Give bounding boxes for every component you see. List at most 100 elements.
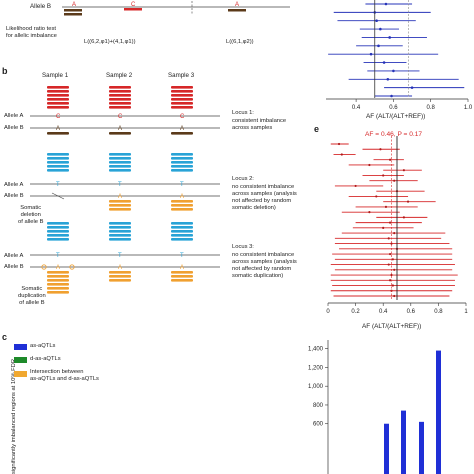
allele-letter-c: C — [131, 2, 136, 8]
y-tick-label: 1,400 — [308, 347, 324, 353]
read-orange — [171, 204, 193, 207]
bar — [384, 423, 389, 474]
y-tick-label: 800 — [313, 403, 324, 409]
allele-letter-a: A — [72, 2, 76, 8]
read-red — [109, 94, 131, 97]
panel-e-xlabel: AF (ALT/(ALT+REF)) — [362, 323, 422, 330]
allele-letter: A — [180, 265, 184, 271]
allele-letter: T — [56, 182, 60, 188]
read-blue — [47, 226, 69, 229]
allele-letter: A — [118, 194, 122, 200]
read-red — [47, 102, 69, 105]
legend-swatch-d-as-aqtl — [14, 357, 27, 363]
x-tick-label: 0.8 — [427, 105, 436, 111]
sample-header-2: Sample 2 — [106, 72, 133, 79]
legend-label-d-as-aqtl: d-as-aQTLs — [30, 356, 61, 362]
allele-a-label-1: Allele A — [4, 113, 24, 119]
read-brown — [228, 9, 246, 12]
locus-3-title: Locus 3: — [232, 244, 254, 250]
forest-point — [387, 237, 390, 240]
x-tick-label: 0.2 — [351, 309, 360, 315]
read-orange — [47, 291, 69, 294]
formula-left: L((6,2,φ1)+(4,1,φ1)) — [84, 39, 136, 45]
read-brown — [109, 132, 131, 135]
forest-point — [388, 36, 391, 39]
read-orange — [47, 271, 69, 274]
sample-header-3: Sample 3 — [168, 72, 195, 79]
read-orange — [109, 208, 131, 211]
allele-letter: A — [56, 126, 60, 132]
read-blue — [109, 169, 131, 172]
allele-letter: C — [56, 114, 61, 120]
read-orange — [171, 200, 193, 203]
read-red — [124, 8, 142, 11]
read-blue — [47, 153, 69, 156]
read-blue — [47, 157, 69, 160]
legend-label-intersection: Intersection between as-aQTLs and d-as-a… — [30, 369, 99, 382]
read-blue — [171, 238, 193, 241]
panel-letter-b: b — [2, 66, 8, 76]
bar — [401, 410, 406, 474]
y-tick-label: 600 — [313, 422, 324, 428]
allele-letter: T — [180, 253, 184, 259]
x-tick-label: 0.6 — [407, 309, 416, 315]
forest-point — [406, 200, 410, 203]
read-brown — [64, 9, 82, 12]
forest-point — [377, 44, 380, 48]
forest-point — [391, 284, 394, 287]
forest-point — [389, 279, 392, 282]
read-red — [109, 106, 131, 109]
read-blue — [171, 226, 193, 229]
read-red — [47, 94, 69, 97]
bar — [419, 421, 424, 474]
forest-point — [368, 163, 371, 167]
read-orange — [47, 287, 69, 290]
allele-a-label-3: Allele A — [4, 253, 24, 259]
lrt-label: Likelihood ratio test for allelic imbala… — [6, 26, 57, 39]
forest-point — [337, 142, 341, 146]
forest-point — [382, 226, 385, 229]
allele-letter: T — [118, 253, 122, 259]
legend-label-as-aqtl: as-aQTLs — [30, 343, 56, 349]
forest-point — [379, 148, 382, 151]
read-orange — [47, 283, 69, 286]
read-brown — [64, 13, 82, 16]
allele-letter: A — [118, 126, 122, 132]
forest-point — [354, 184, 357, 188]
allele-letter-a2: A — [235, 2, 239, 8]
read-red — [171, 90, 193, 93]
panel-a-graphic: A C A — [62, 1, 290, 16]
read-blue — [171, 161, 193, 164]
read-orange — [47, 279, 69, 282]
forest-point — [402, 216, 405, 219]
forest-point — [384, 205, 388, 208]
read-blue — [171, 230, 193, 233]
locus-2-title: Locus 2: — [232, 176, 254, 182]
forest-point — [389, 252, 392, 256]
read-red — [109, 90, 131, 93]
read-orange — [109, 200, 131, 203]
read-red — [47, 90, 69, 93]
read-blue — [109, 238, 131, 241]
x-tick-label: 1 — [464, 309, 468, 315]
forest-point — [389, 158, 392, 161]
y-tick-label: 1,000 — [308, 384, 324, 390]
deletion-mark — [51, 192, 65, 200]
x-tick-label: 0.4 — [352, 105, 361, 111]
bar-chart: 1,400 1,200 1,000 800 600 — [308, 340, 441, 474]
forest-point — [389, 221, 392, 224]
read-blue — [171, 234, 193, 237]
read-blue — [109, 234, 131, 237]
read-orange — [109, 271, 131, 274]
read-blue — [47, 230, 69, 233]
allele-letter: A — [180, 126, 184, 132]
forest-point — [393, 294, 396, 298]
allele-letter: T — [56, 253, 60, 259]
formula-right: L((6,1,φ2)) — [226, 39, 254, 45]
forest-point — [391, 258, 394, 261]
legend-swatch-as-aqtl — [14, 344, 27, 350]
read-blue — [171, 157, 193, 160]
read-blue — [47, 161, 69, 164]
read-blue — [109, 230, 131, 233]
read-red — [171, 106, 193, 109]
